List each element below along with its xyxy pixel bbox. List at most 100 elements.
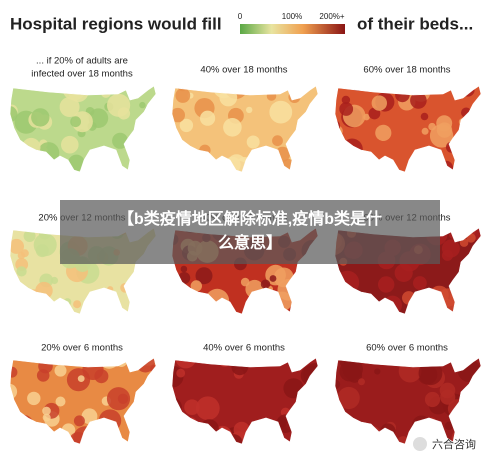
region — [174, 428, 197, 444]
region — [374, 368, 381, 375]
map-panel: 60% over 18 months — [334, 65, 482, 173]
region — [136, 389, 144, 397]
region — [418, 361, 443, 386]
region — [472, 150, 481, 171]
us-map — [334, 85, 482, 173]
region — [100, 437, 109, 444]
region — [335, 135, 338, 143]
overlay — [60, 200, 440, 264]
region — [441, 249, 454, 261]
region — [429, 305, 440, 314]
region — [180, 265, 188, 273]
region — [172, 107, 185, 123]
overlay-text: 么意思】 — [218, 233, 282, 252]
region — [269, 275, 277, 282]
region — [10, 157, 28, 172]
region — [422, 160, 445, 172]
region — [342, 287, 352, 296]
region — [348, 158, 366, 172]
region — [142, 157, 156, 172]
panel-label: 40% over 18 months — [200, 65, 287, 76]
region — [335, 270, 360, 295]
panel-label: 60% over 6 months — [366, 343, 448, 354]
region — [181, 349, 190, 358]
region — [10, 366, 18, 378]
region — [276, 417, 287, 428]
region — [207, 86, 224, 92]
panel-label: infected over 18 months — [31, 69, 133, 80]
region — [440, 389, 456, 405]
us-map — [9, 85, 157, 173]
panel-label: 60% over 18 months — [363, 65, 450, 76]
panel-label: 20% over 6 months — [41, 343, 123, 354]
region — [112, 132, 129, 149]
region — [378, 276, 395, 293]
region — [297, 281, 304, 288]
region — [310, 301, 318, 313]
region — [18, 430, 29, 440]
region — [428, 122, 436, 131]
region — [176, 368, 186, 378]
legend-bar — [240, 24, 345, 34]
region — [35, 281, 53, 300]
region — [61, 135, 79, 154]
region — [175, 88, 191, 103]
region — [301, 267, 312, 278]
region — [106, 387, 131, 411]
region — [90, 305, 97, 312]
region — [195, 267, 213, 285]
region — [307, 377, 318, 397]
region — [363, 86, 376, 91]
region — [371, 95, 387, 111]
region — [223, 118, 242, 137]
region — [294, 358, 301, 359]
map-panel: 40% over 6 months — [171, 343, 319, 445]
region — [344, 290, 362, 309]
region — [368, 107, 381, 120]
us-map — [334, 357, 482, 445]
region — [421, 127, 429, 135]
region — [335, 119, 341, 134]
title-end: of their beds... — [357, 14, 473, 33]
panel-label: ... if 20% of adults are — [36, 56, 128, 67]
region — [202, 437, 211, 444]
region — [266, 91, 277, 101]
region — [310, 125, 318, 133]
us-map — [171, 85, 319, 173]
region — [375, 124, 392, 141]
region — [435, 312, 442, 314]
region — [358, 378, 365, 386]
region — [238, 86, 250, 91]
region — [21, 137, 41, 157]
region — [397, 436, 410, 444]
region — [37, 142, 60, 164]
region — [436, 122, 453, 138]
region — [68, 154, 85, 172]
region — [179, 156, 197, 172]
region — [299, 421, 318, 444]
map-panel: 60% over 6 months — [334, 343, 482, 445]
region — [10, 383, 18, 400]
region — [73, 415, 85, 427]
region — [395, 87, 410, 103]
region — [72, 86, 79, 93]
region — [461, 107, 472, 118]
region — [115, 358, 128, 368]
region — [353, 425, 369, 441]
region — [219, 88, 238, 107]
region — [10, 405, 17, 415]
region — [14, 162, 25, 172]
region — [94, 369, 109, 384]
region — [428, 417, 437, 426]
region — [304, 439, 312, 444]
region — [225, 434, 243, 444]
region — [269, 100, 293, 124]
region — [93, 422, 111, 440]
region — [335, 380, 341, 389]
region — [31, 108, 50, 127]
region — [410, 92, 427, 109]
us-map — [171, 349, 319, 445]
region — [272, 135, 283, 147]
